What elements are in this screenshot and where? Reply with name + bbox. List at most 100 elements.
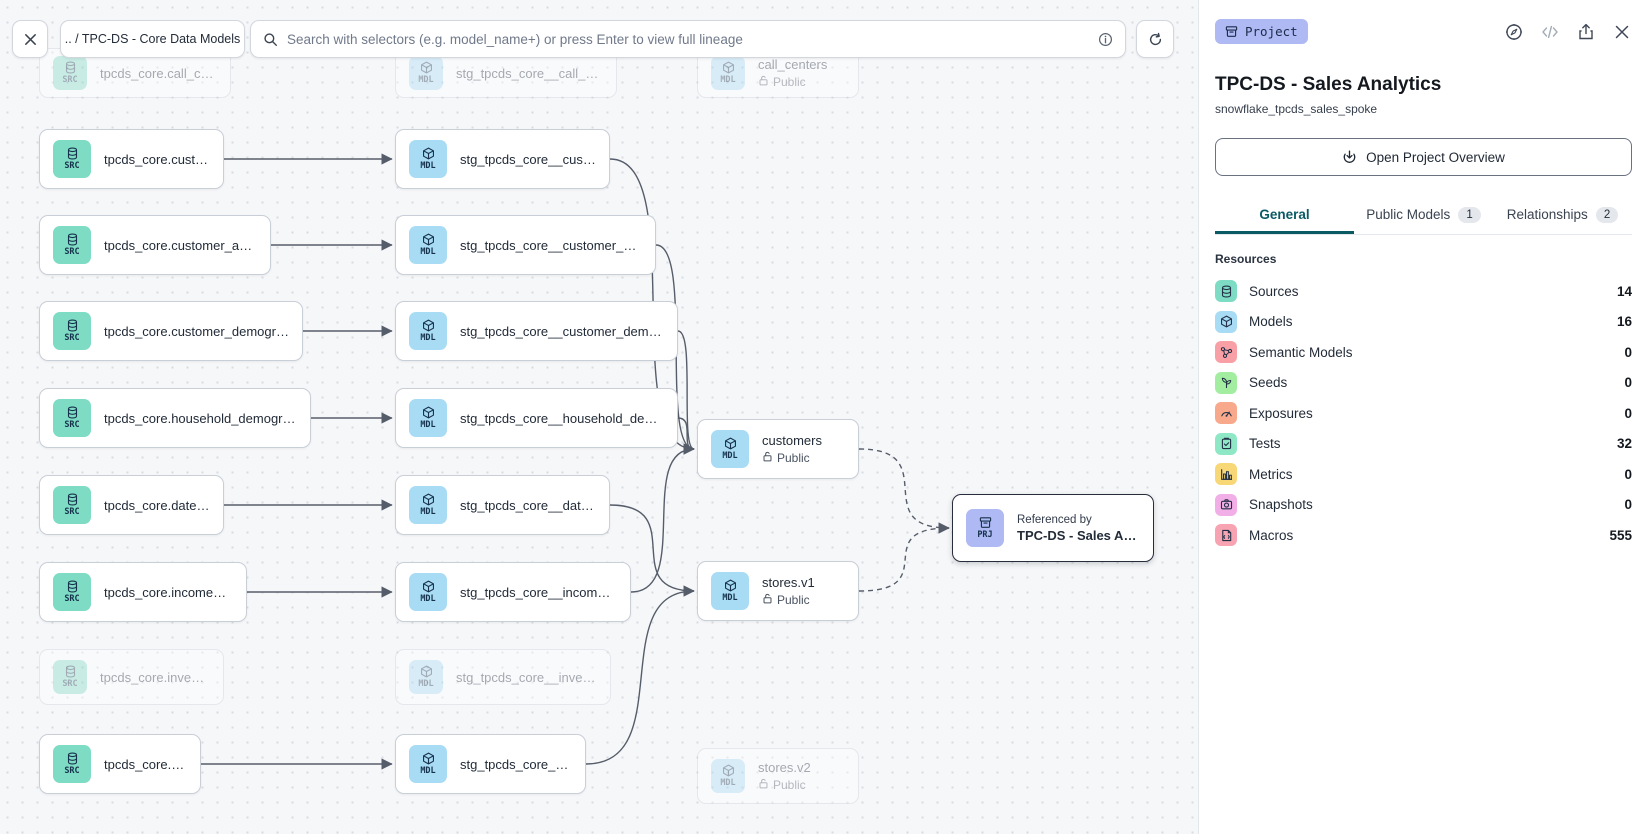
database-icon: [64, 61, 77, 74]
database-icon: [66, 233, 79, 246]
cube-icon: [722, 61, 735, 74]
lock-open-icon: [762, 593, 773, 607]
graph-node-src_inventory[interactable]: SRC tpcds_core.inventory: [39, 649, 224, 705]
database-tile: SRC: [53, 140, 91, 178]
tab-relationships[interactable]: Relationships 2: [1493, 198, 1632, 234]
graph-node-src_customer[interactable]: SRC tpcds_core.customer: [39, 129, 224, 189]
lineage-canvas[interactable]: SRC tpcds_core.call_center SRC tpcds_core.c…: [0, 0, 1198, 834]
node-label: stg_tpcds_core__date_dim: [460, 497, 596, 513]
tab-label: General: [1259, 207, 1310, 222]
resource-label: Tests: [1249, 436, 1281, 452]
search-input[interactable]: [287, 31, 1089, 47]
graph-node-src_customer_demographics[interactable]: SRC tpcds_core.customer_demographics: [39, 301, 303, 361]
search-icon: [264, 32, 278, 46]
edge-stg_date_dim-to-stores_v1: [609, 504, 695, 597]
cube-tile: MDL: [409, 312, 447, 350]
database-tile: SRC: [53, 660, 87, 694]
graph-node-src_customer_address[interactable]: SRC tpcds_core.customer_address: [39, 215, 271, 275]
database-tile: SRC: [53, 312, 91, 350]
node-visibility: Public: [758, 778, 811, 792]
resource-row-metrics[interactable]: Metrics 0: [1215, 459, 1632, 490]
database-icon: [66, 493, 79, 506]
database-icon: [64, 665, 77, 678]
clipboard-check-icon: [1215, 432, 1237, 455]
resource-label: Sources: [1249, 283, 1299, 299]
graph-node-stg_date_dim[interactable]: MDL stg_tpcds_core__date_dim: [395, 475, 610, 535]
resource-row-models[interactable]: Models 16: [1215, 307, 1632, 338]
graph-node-customers[interactable]: MDL customers Public: [697, 419, 859, 479]
resource-row-exposures[interactable]: Exposures 0: [1215, 398, 1632, 429]
edge-layer: [201, 153, 950, 770]
graph-node-src_store[interactable]: SRC tpcds_core.store: [39, 734, 201, 794]
node-visibility: Public: [762, 451, 822, 465]
database-tile: SRC: [53, 745, 91, 783]
edge-stores_v1-to-prj_sales_analytics: [858, 522, 950, 592]
seedling-icon: [1215, 371, 1237, 394]
resource-row-sources[interactable]: Sources 14: [1215, 276, 1632, 307]
database-tile: SRC: [53, 56, 87, 90]
resource-count: 32: [1616, 436, 1632, 452]
node-label: tpcds_core.customer_address: [104, 237, 257, 253]
code-icon[interactable]: [1539, 21, 1560, 42]
node-label: tpcds_core.customer_demographics: [104, 323, 289, 339]
node-layer: SRC tpcds_core.call_center SRC tpcds_core.c…: [39, 48, 1154, 804]
graph-node-stores_v2[interactable]: MDL stores.v2 Public: [697, 748, 859, 804]
graph-node-src_date_dim[interactable]: SRC tpcds_core.date_dim: [39, 475, 224, 535]
database-tile: SRC: [53, 226, 91, 264]
breadcrumb[interactable]: .. / TPC-DS - Core Data Models: [60, 20, 245, 58]
open-project-overview-button[interactable]: Open Project Overview: [1215, 138, 1632, 176]
share-export-icon[interactable]: [1575, 21, 1596, 42]
database-tile: SRC: [53, 573, 91, 611]
graph-node-stg_income_band[interactable]: MDL stg_tpcds_core__income_band: [395, 562, 631, 622]
cube-tile: MDL: [409, 745, 447, 783]
cube-tile: MDL: [409, 399, 447, 437]
node-eyebrow: Referenced by: [1017, 513, 1092, 526]
tab-label: Relationships: [1506, 207, 1588, 222]
cube-tile: MDL: [711, 56, 745, 90]
database-icon: [66, 752, 79, 765]
node-label: stg_tpcds_core__customer_address: [460, 237, 642, 253]
resource-row-snapshots[interactable]: Snapshots 0: [1215, 490, 1632, 521]
resource-row-semantic-models[interactable]: Semantic Models 0: [1215, 337, 1632, 368]
cube-tile: MDL: [711, 572, 749, 610]
resource-label: Seeds: [1249, 375, 1288, 391]
search-bar[interactable]: [250, 20, 1126, 58]
tab-general[interactable]: General: [1215, 198, 1354, 234]
graph-node-src_income_band[interactable]: SRC tpcds_core.income_band: [39, 562, 247, 622]
graph-node-stg_store[interactable]: MDL stg_tpcds_core__store: [395, 734, 586, 794]
graph-node-stg_customer_address[interactable]: MDL stg_tpcds_core__customer_address: [395, 215, 656, 275]
resource-count: 555: [1609, 527, 1632, 543]
tab-public-models[interactable]: Public Models 1: [1354, 198, 1493, 234]
camera-icon: [1215, 493, 1237, 516]
resource-row-macros[interactable]: Macros 555: [1215, 520, 1632, 551]
graph-node-stores_v1[interactable]: MDL stores.v1 Public: [697, 561, 859, 621]
close-panel-icon[interactable]: [1611, 21, 1632, 42]
resource-count: 0: [1624, 466, 1632, 482]
cube-tile: MDL: [409, 140, 447, 178]
cube-icon: [1215, 310, 1237, 333]
graph-node-src_household_demographics[interactable]: SRC tpcds_core.household_demographics: [39, 388, 311, 448]
graph-node-stg_customer_demographics[interactable]: MDL stg_tpcds_core__customer_demogra…: [395, 301, 678, 361]
explore-compass-icon[interactable]: [1503, 21, 1524, 42]
node-visibility: Public: [762, 593, 815, 607]
info-icon[interactable]: [1098, 32, 1113, 47]
graph-node-stg_household_demographics[interactable]: MDL stg_tpcds_core__household_demogr…: [395, 388, 678, 448]
cube-icon: [422, 319, 435, 332]
edge-stg_income_band-to-customers: [630, 443, 695, 593]
node-label: tpcds_core.inventory: [100, 669, 210, 685]
resource-row-tests[interactable]: Tests 32: [1215, 429, 1632, 460]
resource-label: Snapshots: [1249, 497, 1313, 513]
resource-row-seeds[interactable]: Seeds 0: [1215, 368, 1632, 399]
node-label: tpcds_core.store: [104, 756, 187, 772]
graph-node-stg_customer[interactable]: MDL stg_tpcds_core__customer: [395, 129, 610, 189]
cube-tile: MDL: [409, 56, 443, 90]
database-icon: [1215, 280, 1237, 303]
node-label: stg_tpcds_core__call_center: [456, 65, 603, 81]
database-tile: SRC: [53, 486, 91, 524]
refresh-lineage-button[interactable]: [1136, 20, 1174, 58]
graph-node-stg_inventory[interactable]: MDL stg_tpcds_core__inventory: [395, 649, 611, 705]
node-label: stg_tpcds_core__household_demogr…: [460, 410, 664, 426]
close-lineage-button[interactable]: [12, 20, 48, 58]
node-label: tpcds_core.call_center: [100, 65, 217, 81]
